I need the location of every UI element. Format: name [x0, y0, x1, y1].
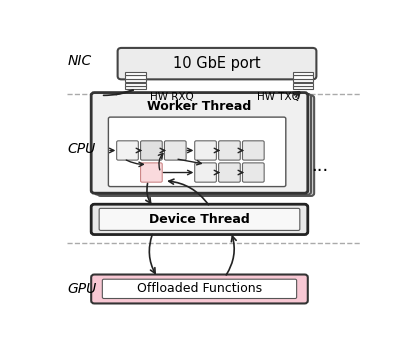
FancyBboxPatch shape — [195, 163, 216, 182]
FancyBboxPatch shape — [97, 95, 314, 196]
FancyBboxPatch shape — [118, 48, 316, 79]
Bar — [125, 76, 146, 78]
Text: 10 GbE port: 10 GbE port — [173, 56, 261, 71]
Text: NIC: NIC — [67, 54, 92, 68]
FancyBboxPatch shape — [117, 141, 139, 160]
Text: HW RXQ: HW RXQ — [150, 92, 194, 102]
FancyBboxPatch shape — [91, 204, 308, 234]
Text: CPU: CPU — [67, 142, 95, 156]
FancyBboxPatch shape — [99, 208, 300, 231]
Bar — [125, 79, 146, 82]
FancyBboxPatch shape — [141, 141, 162, 160]
FancyBboxPatch shape — [242, 163, 264, 182]
Text: Worker Thread: Worker Thread — [148, 100, 252, 113]
Text: Offloaded Functions: Offloaded Functions — [137, 282, 262, 295]
Text: ...: ... — [311, 157, 328, 175]
Bar — [293, 83, 313, 86]
FancyBboxPatch shape — [219, 163, 240, 182]
FancyBboxPatch shape — [242, 141, 264, 160]
Text: HW TXQ: HW TXQ — [257, 92, 300, 102]
FancyBboxPatch shape — [91, 275, 308, 304]
FancyBboxPatch shape — [141, 163, 162, 182]
Text: Device Thread: Device Thread — [149, 213, 250, 226]
FancyBboxPatch shape — [91, 93, 308, 193]
FancyBboxPatch shape — [219, 141, 240, 160]
Text: GPU: GPU — [67, 282, 97, 296]
FancyBboxPatch shape — [109, 117, 286, 187]
FancyBboxPatch shape — [164, 141, 186, 160]
Bar — [293, 86, 313, 89]
Bar — [293, 76, 313, 78]
Bar — [125, 86, 146, 89]
FancyBboxPatch shape — [102, 279, 297, 299]
Bar — [125, 83, 146, 86]
FancyBboxPatch shape — [95, 94, 311, 194]
Bar — [293, 72, 313, 75]
Bar — [293, 79, 313, 82]
FancyBboxPatch shape — [195, 141, 216, 160]
Bar — [125, 72, 146, 75]
